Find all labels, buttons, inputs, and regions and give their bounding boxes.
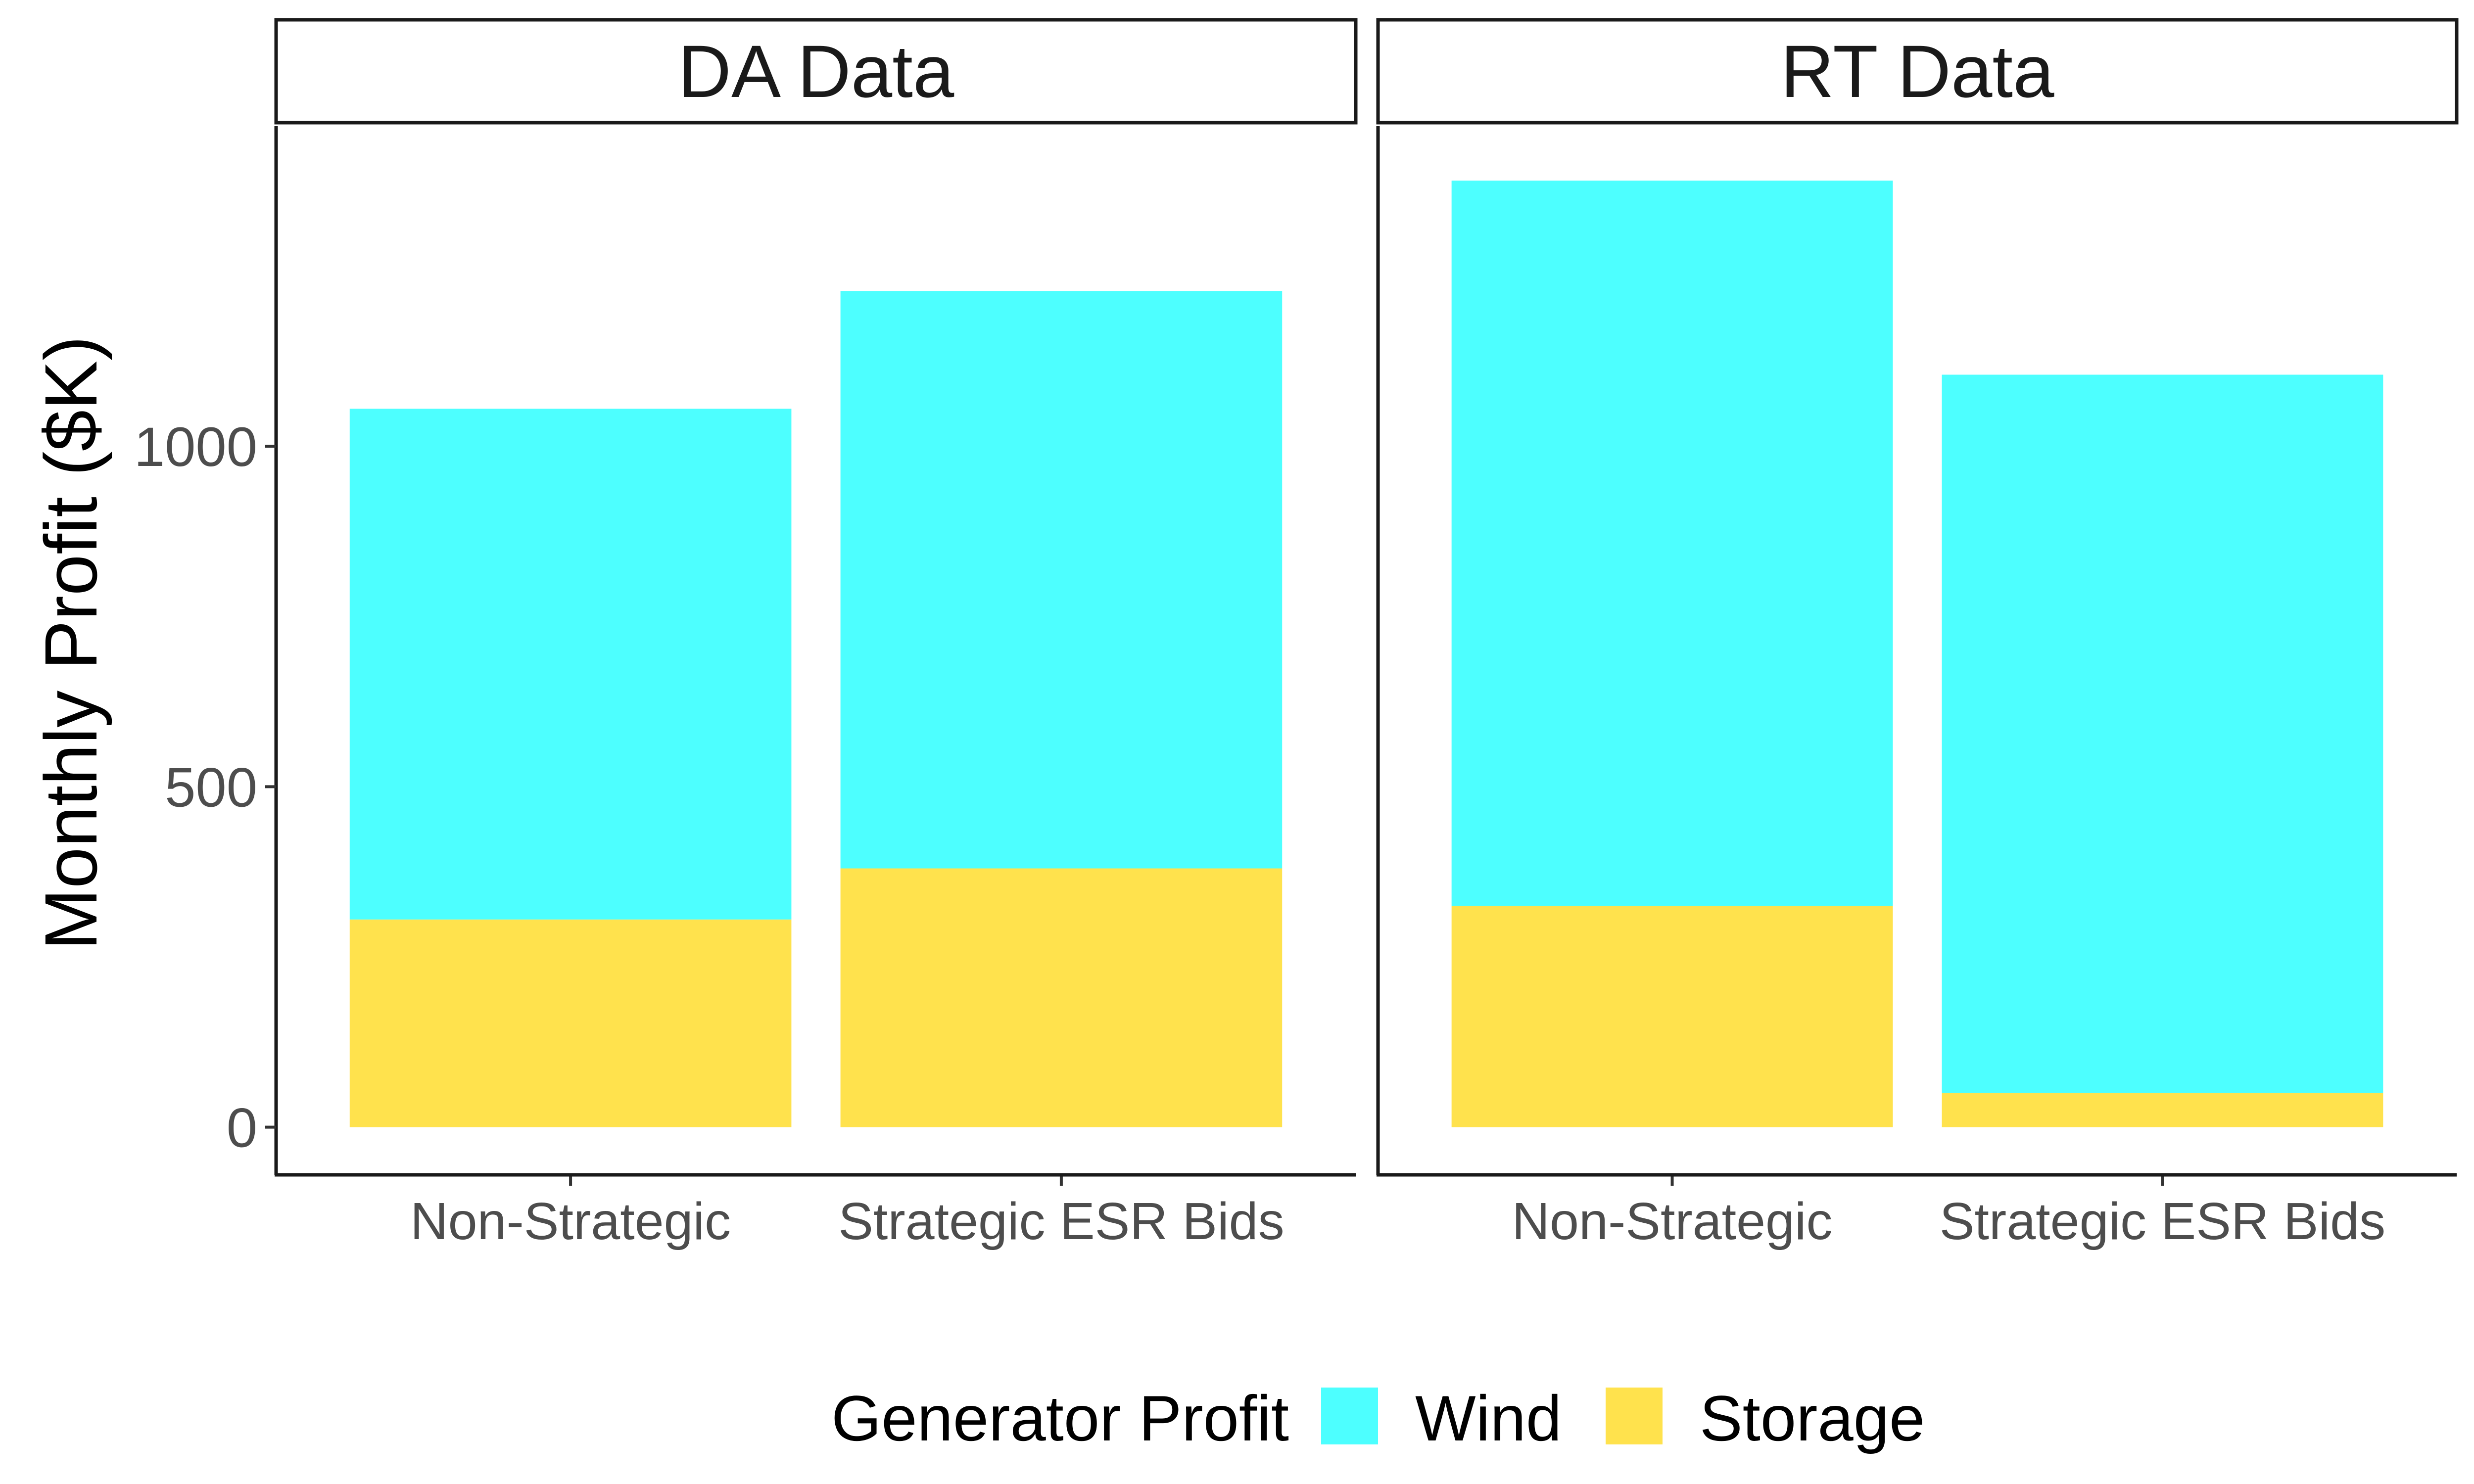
- x-tick-label: Non-Strategic: [410, 1192, 731, 1251]
- panel-1: DA Data Non-Strategic Strategic ESR Bids: [274, 18, 1358, 1251]
- panel-2: RT Data Non-Strategic Strategic ESR Bids: [1376, 18, 2459, 1251]
- bar-wind-2: [1942, 374, 2383, 1093]
- legend-label-storage: Storage: [1700, 1382, 1925, 1454]
- legend-title: Generator Profit: [831, 1382, 1289, 1454]
- bar-wind-2: [840, 291, 1283, 869]
- x-tick-label: Strategic ESR Bids: [838, 1192, 1284, 1251]
- bar-wind-1: [1451, 181, 1893, 906]
- bar-wind-1: [349, 409, 792, 920]
- panel-title: DA Data: [678, 30, 954, 113]
- panel-strip: [1376, 18, 2459, 125]
- panel-title: RT Data: [1780, 30, 2054, 113]
- x-tick-label: Non-Strategic: [1512, 1192, 1833, 1251]
- legend-key-wind: [1321, 1388, 1378, 1444]
- y-tick-label: 500: [165, 756, 257, 818]
- y-tick-label: 1000: [134, 416, 257, 478]
- x-tick-label: Strategic ESR Bids: [1940, 1192, 2385, 1251]
- y-axis-title: Monthly Profit ($K): [29, 336, 112, 950]
- bar-storage-1: [1451, 906, 1893, 1127]
- bar-storage-2: [1942, 1093, 2383, 1127]
- panel-strip: [274, 18, 1358, 125]
- y-tick-label: 0: [227, 1097, 257, 1159]
- legend-key-storage: [1606, 1388, 1663, 1444]
- bar-storage-2: [840, 868, 1283, 1127]
- legend-label-wind: Wind: [1415, 1382, 1562, 1454]
- bar-storage-1: [349, 919, 792, 1127]
